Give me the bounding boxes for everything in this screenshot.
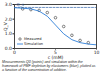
html-text:Simulation: Simulation [24,41,44,46]
svg-text:0: 0 [13,50,16,55]
svg-text:3.0: 3.0 [5,2,12,7]
svg-text:0.0: 0.0 [5,46,12,51]
svg-text:c (mM): c (mM) [48,55,64,60]
svg-text:10: 10 [94,50,100,55]
svg-text:1.0: 1.0 [5,31,12,36]
html-text:Measured: Measured [24,37,42,42]
svg-text:Q_V: Q_V [3,21,9,31]
html-text:Measurements Q0 (points) and s: Measurements Q0 (points) and simulation … [2,60,96,73]
svg-text:Q_s: Q_s [17,2,24,7]
svg-text:5: 5 [54,50,57,56]
svg-text:2.0: 2.0 [5,17,12,22]
